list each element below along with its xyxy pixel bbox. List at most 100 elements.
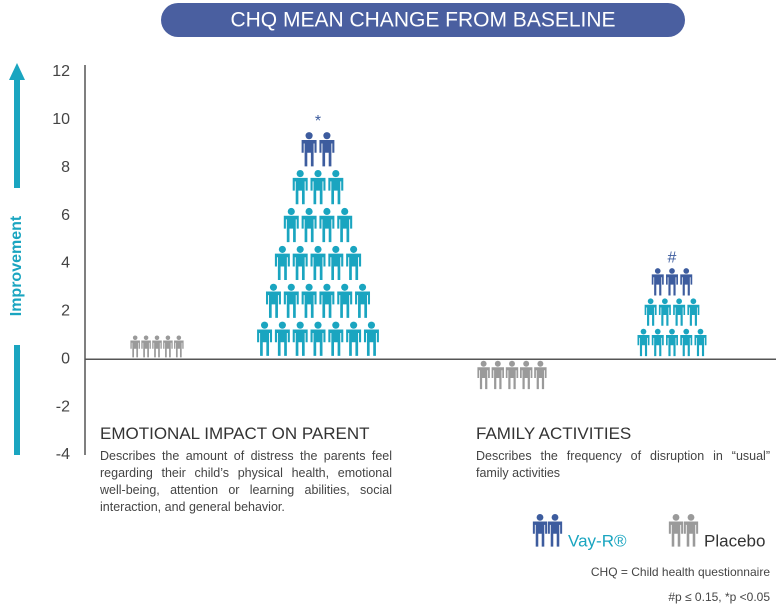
- y-tick-label: 0: [61, 350, 70, 367]
- significance-mark: *: [315, 113, 321, 130]
- icon-head: [314, 170, 322, 178]
- icon-body: [680, 274, 693, 296]
- icon-body: [666, 274, 678, 296]
- icon-head: [523, 360, 530, 367]
- icon-body: [141, 340, 151, 358]
- icon-body: [319, 215, 335, 243]
- icon-body: [651, 335, 664, 357]
- icon-body: [274, 253, 290, 281]
- icon-head: [654, 328, 661, 335]
- icon-body: [547, 521, 563, 547]
- legend-label: Placebo: [704, 531, 765, 550]
- icon-head: [305, 132, 313, 140]
- icon-head: [143, 335, 149, 341]
- icon-body: [301, 215, 317, 243]
- icon-head: [350, 321, 358, 329]
- icon-head: [654, 268, 661, 274]
- icon-head: [323, 132, 331, 140]
- icon-head: [350, 245, 358, 253]
- icon-head: [480, 360, 487, 367]
- icon-body: [283, 291, 299, 318]
- icon-head: [278, 245, 286, 253]
- icon-head: [278, 321, 286, 329]
- arrow-shaft: [14, 78, 20, 188]
- icon-body: [265, 291, 281, 318]
- legend-icon: [532, 514, 563, 547]
- category-description: Describes the amount of distress the par…: [100, 449, 392, 514]
- y-tick-label: 12: [52, 63, 70, 80]
- y-tick-label: 4: [61, 255, 70, 272]
- icon-body: [274, 329, 290, 356]
- icon-body: [683, 521, 699, 547]
- icon-body: [644, 304, 657, 326]
- icon-head: [662, 298, 668, 305]
- icon-body: [673, 304, 686, 326]
- icon-body: [637, 335, 650, 357]
- icon-head: [683, 268, 690, 274]
- icon-body: [310, 177, 326, 205]
- icon-head: [287, 283, 295, 291]
- icon-head: [296, 245, 304, 253]
- icon-body: [301, 139, 317, 167]
- y-tick-label: 2: [61, 303, 70, 320]
- icon-body: [355, 291, 371, 318]
- icon-head: [537, 360, 544, 367]
- icon-head: [687, 514, 695, 521]
- icon-body: [130, 340, 140, 358]
- icon-body: [519, 367, 533, 390]
- icon-head: [367, 321, 376, 329]
- category-title: EMOTIONAL IMPACT ON PARENT: [100, 424, 370, 443]
- icon-head: [296, 170, 304, 178]
- legend-icon: [668, 514, 699, 547]
- icon-body: [283, 215, 299, 243]
- icon-head: [494, 360, 501, 367]
- icon-head: [323, 283, 331, 291]
- icon-body: [477, 367, 490, 390]
- pictogram-bar: [477, 360, 547, 390]
- legend-label: Vay-R®: [568, 531, 627, 550]
- icon-head: [305, 283, 313, 291]
- icon-body: [491, 367, 505, 390]
- icon-body: [694, 335, 707, 357]
- icon-head: [132, 335, 138, 341]
- icon-body: [292, 253, 308, 281]
- icon-body: [301, 291, 317, 318]
- y-tick-label: 8: [61, 159, 70, 176]
- icon-head: [332, 321, 340, 329]
- icon-head: [176, 335, 182, 341]
- icon-head: [690, 298, 697, 305]
- icon-body: [680, 335, 693, 357]
- icon-body: [687, 304, 700, 326]
- icon-head: [672, 514, 680, 521]
- y-tick-label: -4: [56, 446, 70, 463]
- chart-title: CHQ MEAN CHANGE FROM BASELINE: [230, 9, 615, 32]
- icon-head: [683, 328, 690, 335]
- icon-head: [314, 321, 322, 329]
- icon-body: [328, 329, 344, 356]
- icon-head: [669, 328, 675, 335]
- icon-body: [346, 329, 362, 356]
- icon-body: [651, 274, 664, 296]
- icon-body: [337, 291, 353, 318]
- icon-body: [328, 177, 344, 205]
- icon-body: [337, 215, 353, 243]
- icon-body: [310, 329, 326, 356]
- icon-head: [296, 321, 304, 329]
- icon-head: [287, 207, 295, 216]
- icon-body: [163, 340, 173, 358]
- y-tick-label: -2: [56, 398, 70, 415]
- pictogram-bar: [637, 268, 707, 357]
- category-description: Describes the frequency of disruption in…: [476, 449, 770, 480]
- footnote: CHQ = Child health questionnaire: [590, 565, 770, 579]
- icon-body: [310, 253, 326, 281]
- icon-body: [534, 367, 547, 390]
- y-axis-label: Improvement: [8, 215, 25, 316]
- icon-head: [647, 298, 654, 305]
- icon-head: [154, 335, 160, 341]
- title-pill: [161, 3, 685, 37]
- icon-body: [292, 329, 308, 356]
- icon-head: [358, 283, 367, 291]
- icon-head: [509, 360, 515, 367]
